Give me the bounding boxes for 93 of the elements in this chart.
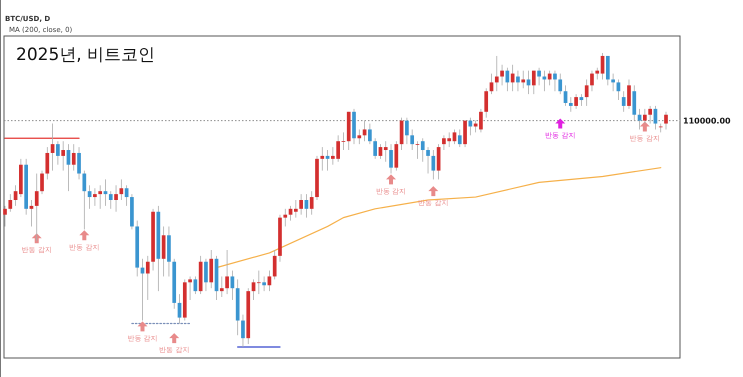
candlestick — [114, 184, 118, 212]
candlestick — [362, 120, 366, 142]
candlestick — [146, 255, 150, 300]
candlestick — [225, 250, 229, 294]
candlestick — [93, 188, 97, 206]
candlestick — [400, 117, 404, 150]
chart-title: 2025년, 비트코인 — [16, 45, 156, 65]
candlestick — [638, 108, 642, 130]
candlestick — [310, 190, 314, 216]
candlestick — [389, 144, 393, 174]
candlestick — [194, 276, 198, 294]
candlestick — [98, 184, 102, 210]
candlestick — [532, 70, 536, 95]
candlestick — [88, 184, 92, 210]
candlestick — [320, 146, 324, 171]
candlestick — [416, 140, 420, 160]
candlestick — [521, 70, 526, 89]
candlestick — [526, 70, 530, 95]
candlestick — [162, 226, 166, 277]
candlestick — [108, 190, 113, 210]
text: 110000.00 — [683, 116, 732, 126]
candlestick — [622, 90, 626, 112]
candlestick — [580, 94, 584, 106]
candlestick — [463, 120, 467, 148]
candlestick — [40, 170, 44, 195]
candlestick — [45, 146, 50, 180]
candlestick — [304, 194, 308, 218]
candlestick — [606, 56, 610, 86]
candlestick — [627, 79, 631, 110]
candlestick — [230, 270, 234, 300]
candlestick — [188, 276, 192, 300]
candlestick — [66, 144, 70, 192]
candlestick — [611, 73, 615, 92]
candlestick — [490, 73, 494, 95]
candlestick — [654, 106, 658, 130]
candlestick — [268, 270, 272, 292]
candlestick — [82, 170, 86, 230]
candlestick — [553, 70, 557, 92]
candlestick — [558, 73, 562, 95]
candlestick — [632, 84, 636, 122]
candlestick — [664, 111, 668, 130]
candlestick — [584, 79, 589, 106]
candlestick — [209, 250, 214, 289]
candlestick — [642, 108, 647, 124]
candlestick — [468, 117, 472, 136]
candlestick — [564, 84, 568, 106]
candlestick — [506, 67, 510, 92]
candlestick — [56, 140, 60, 166]
candlestick — [178, 294, 182, 324]
candlestick — [262, 276, 266, 292]
candlestick — [410, 129, 414, 150]
candlestick — [590, 70, 594, 92]
candlestick — [542, 70, 546, 92]
candlestick — [484, 88, 488, 118]
candlestick — [548, 70, 552, 86]
candlestick — [326, 150, 330, 171]
candlestick — [373, 138, 378, 160]
candlestick — [357, 129, 362, 145]
candlestick — [436, 144, 440, 180]
candlestick — [50, 123, 54, 171]
candlestick — [368, 123, 372, 145]
candlestick — [241, 314, 245, 348]
candlestick — [299, 194, 303, 216]
candlestick — [616, 79, 620, 100]
candlestick — [568, 96, 573, 112]
candlestick — [510, 64, 514, 92]
candlestick — [61, 140, 66, 171]
candlestick — [516, 70, 520, 92]
candlestick — [431, 150, 436, 180]
candlestick — [458, 129, 462, 148]
candlestick — [500, 64, 504, 86]
candlestick — [272, 250, 277, 280]
candlestick — [426, 146, 430, 174]
candlestick — [220, 276, 224, 298]
candlestick — [204, 258, 208, 292]
candlestick — [405, 117, 409, 145]
candlestick — [494, 56, 499, 92]
candlestick — [574, 94, 578, 110]
candlestick — [420, 138, 425, 162]
candlestick — [30, 200, 34, 227]
candlestick — [537, 67, 541, 86]
candlestick — [72, 144, 76, 171]
candlestick — [394, 140, 398, 171]
candlestick — [104, 179, 108, 206]
candlestick — [124, 184, 128, 206]
candlestick — [119, 179, 124, 200]
candlestick — [34, 173, 39, 242]
candlestick — [140, 258, 144, 321]
candlestick — [331, 146, 335, 166]
candlestick — [77, 146, 81, 180]
candlestick — [8, 194, 12, 212]
candlestick — [3, 205, 7, 227]
candlestick — [283, 208, 288, 227]
